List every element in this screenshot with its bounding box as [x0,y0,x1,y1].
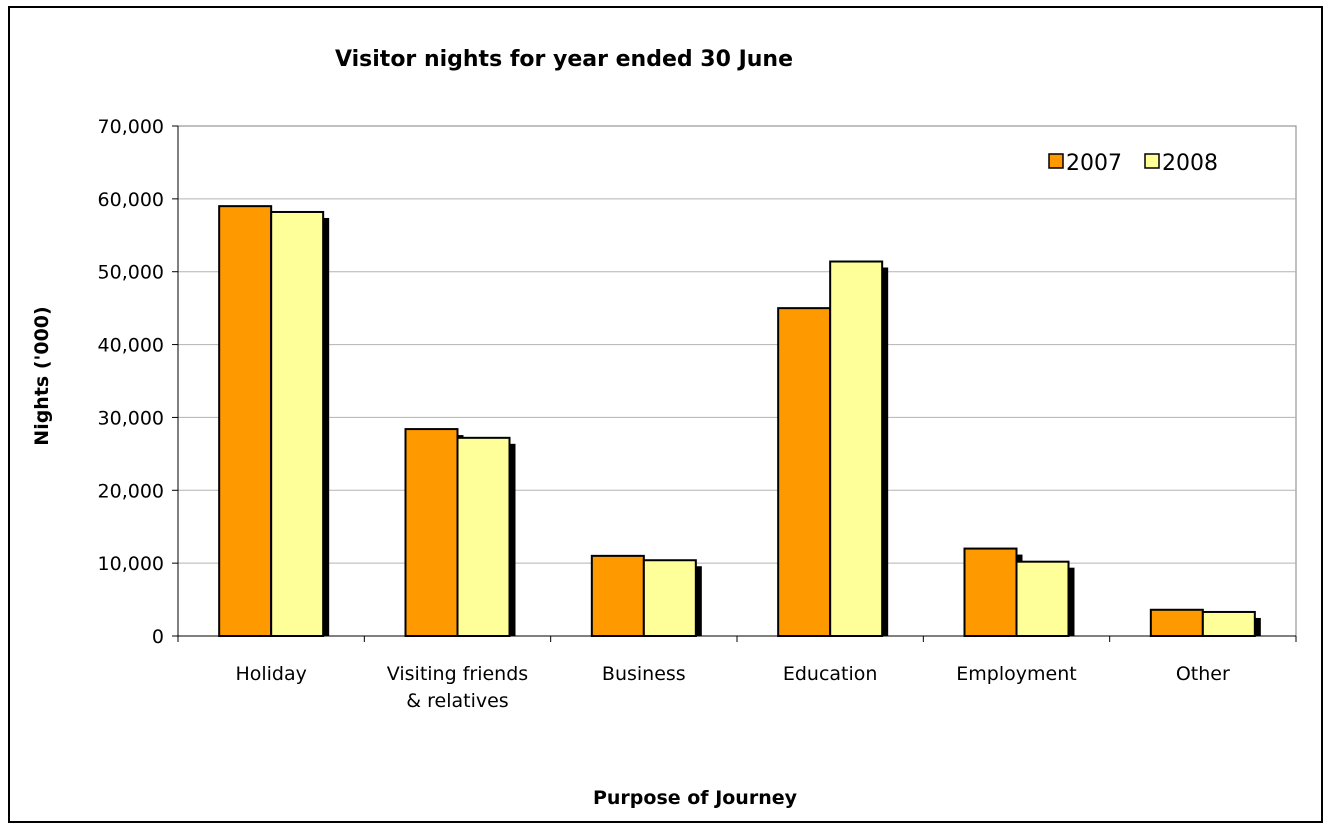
y-tick-label: 40,000 [98,335,164,357]
bar-2007 [218,205,273,637]
y-tick-label: 70,000 [98,116,164,138]
y-tick-label: 0 [152,626,164,648]
x-tick-label: Visiting friends [387,663,528,685]
legend-swatch-2007 [1048,153,1064,169]
bar-2008 [829,260,884,637]
y-tick-labels: 0 10,000 20,000 30,000 40,000 50,000 60,000 70,… [98,116,164,648]
legend: 2007 2008 [1048,151,1218,176]
bar-2008 [1201,610,1256,638]
x-tick-label: Holiday [235,663,306,685]
x-axis-title: Purpose of Journey [593,787,798,809]
x-tick-label: Business [602,663,686,685]
bar-2007 [590,554,645,637]
y-tick-label: 10,000 [98,553,164,575]
gridlines [178,198,1296,564]
bars [218,205,1261,638]
x-tick-label: Employment [956,663,1076,685]
legend-label: 2008 [1162,151,1218,176]
x-tick-label: Education [783,663,878,685]
x-tick-label: Other [1176,663,1230,685]
bar-2007 [963,547,1018,637]
bar-2007 [404,428,459,638]
legend-label: 2007 [1066,151,1122,176]
axes [172,125,1297,642]
bar-2007 [777,307,832,637]
y-tick-label: 20,000 [98,480,164,502]
x-tick-label: & relatives [406,690,508,712]
bar-2008 [270,210,325,637]
x-tick-labels: Holiday Visiting friends & relatives Busine… [235,663,1230,712]
y-axis-title: Nights ('000) [31,306,53,445]
bar-2008 [1015,560,1070,638]
plot-area [177,125,1297,637]
chart-title: Visitor nights for year ended 30 June [335,47,793,72]
y-tick-label: 50,000 [98,262,164,284]
bar-2008 [642,559,697,638]
bar-2007 [1149,608,1204,637]
y-tick-label: 30,000 [98,407,164,429]
bar-2008 [456,436,511,638]
legend-swatch-2008 [1144,153,1160,169]
y-tick-label: 60,000 [98,189,164,211]
